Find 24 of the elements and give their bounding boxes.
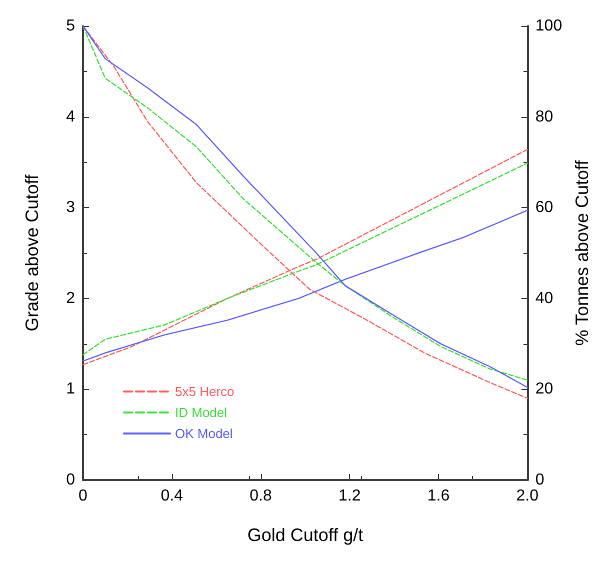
y-tick-label: 5 bbox=[66, 18, 76, 34]
x-tick-label: 1.6 bbox=[427, 488, 450, 504]
y-tick-label: 1 bbox=[66, 380, 76, 398]
y2-tick-label: 100 bbox=[535, 18, 562, 34]
y-tick-label: 4 bbox=[66, 108, 76, 126]
y2-tick-label: 20 bbox=[535, 380, 554, 398]
y-tick-label: 3 bbox=[66, 199, 76, 216]
y2-axis-title: % Tonnes above Cutoff bbox=[572, 159, 592, 346]
y2-tick-label: 0 bbox=[535, 472, 544, 488]
legend-label: OK Model bbox=[175, 426, 233, 441]
y-tick-label: 2 bbox=[66, 290, 76, 307]
x-tick-label: 0.8 bbox=[250, 488, 272, 504]
legend-label: 5x5 Herco bbox=[175, 384, 234, 399]
y-tick-label: 0 bbox=[66, 472, 76, 488]
x-tick-label: 0 bbox=[78, 488, 88, 504]
x-tick-label: 2.0 bbox=[516, 488, 539, 504]
y-axis-title: Grade above Cutoff bbox=[22, 174, 42, 332]
legend-label: ID Model bbox=[175, 405, 228, 420]
y2-tick-label: 80 bbox=[535, 108, 554, 126]
y2-tick-label: 40 bbox=[535, 290, 554, 307]
x-tick-label: 1.2 bbox=[338, 488, 361, 504]
y2-tick-label: 60 bbox=[535, 199, 554, 216]
x-tick-label: 0.4 bbox=[160, 488, 184, 504]
x-axis-title: Gold Cutoff g/t bbox=[247, 525, 364, 545]
